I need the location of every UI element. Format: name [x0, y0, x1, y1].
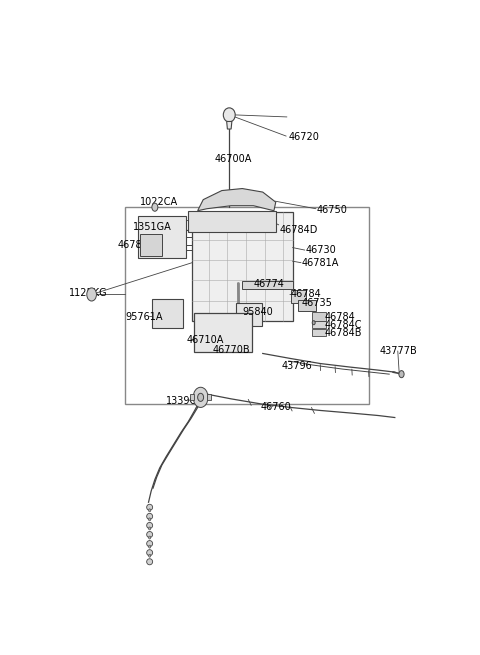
Bar: [298, 299, 316, 310]
Text: 95761A: 95761A: [125, 312, 163, 322]
Text: 46780C: 46780C: [118, 240, 155, 250]
Bar: [125, 207, 369, 404]
Circle shape: [148, 518, 151, 521]
Text: 46784C: 46784C: [324, 320, 361, 329]
Bar: [207, 394, 211, 400]
Circle shape: [148, 545, 151, 548]
Circle shape: [399, 371, 404, 378]
Bar: [188, 212, 276, 233]
Ellipse shape: [147, 514, 153, 519]
Circle shape: [198, 393, 204, 402]
Bar: [152, 299, 183, 328]
Text: 95840: 95840: [242, 307, 273, 316]
Bar: [192, 212, 292, 321]
Circle shape: [193, 387, 208, 407]
Text: 46730: 46730: [305, 245, 336, 255]
Text: 46720: 46720: [289, 132, 320, 141]
Bar: [138, 216, 186, 257]
Text: 46770B: 46770B: [213, 345, 250, 355]
Circle shape: [87, 288, 96, 301]
Text: 46774: 46774: [253, 280, 284, 290]
Text: 46710A: 46710A: [186, 335, 224, 345]
Text: 46784B: 46784B: [324, 328, 361, 338]
Circle shape: [148, 509, 151, 512]
Bar: [140, 234, 162, 256]
Bar: [236, 303, 263, 326]
Text: 46735: 46735: [302, 298, 333, 308]
Ellipse shape: [147, 540, 153, 547]
Text: 46760: 46760: [261, 402, 292, 413]
Ellipse shape: [147, 559, 153, 565]
Circle shape: [148, 536, 151, 539]
Text: 46784: 46784: [290, 290, 322, 299]
Bar: [242, 281, 292, 289]
Polygon shape: [227, 121, 232, 129]
Bar: [312, 329, 326, 336]
Text: 43777B: 43777B: [380, 346, 418, 356]
Circle shape: [148, 554, 151, 557]
Ellipse shape: [223, 108, 235, 122]
Circle shape: [152, 203, 158, 212]
Polygon shape: [198, 189, 276, 211]
Circle shape: [312, 321, 315, 325]
Text: 46784D: 46784D: [279, 225, 318, 235]
Circle shape: [148, 527, 151, 530]
Text: 46750: 46750: [317, 205, 348, 215]
Text: 46781A: 46781A: [302, 257, 339, 268]
Text: 46784: 46784: [324, 312, 355, 322]
Bar: [290, 290, 306, 303]
Bar: [312, 321, 326, 328]
Text: 43796: 43796: [281, 361, 312, 371]
Text: 1022CA: 1022CA: [140, 197, 178, 207]
Text: 1339CD: 1339CD: [166, 396, 205, 406]
Bar: [190, 394, 194, 400]
Ellipse shape: [147, 531, 153, 538]
Bar: [194, 313, 252, 352]
Bar: [312, 312, 326, 321]
Ellipse shape: [147, 523, 153, 529]
Text: 1125KG: 1125KG: [69, 288, 108, 298]
Ellipse shape: [147, 550, 153, 555]
Text: 1351GA: 1351GA: [132, 223, 171, 233]
Text: 46700A: 46700A: [214, 155, 252, 164]
Ellipse shape: [147, 504, 153, 510]
